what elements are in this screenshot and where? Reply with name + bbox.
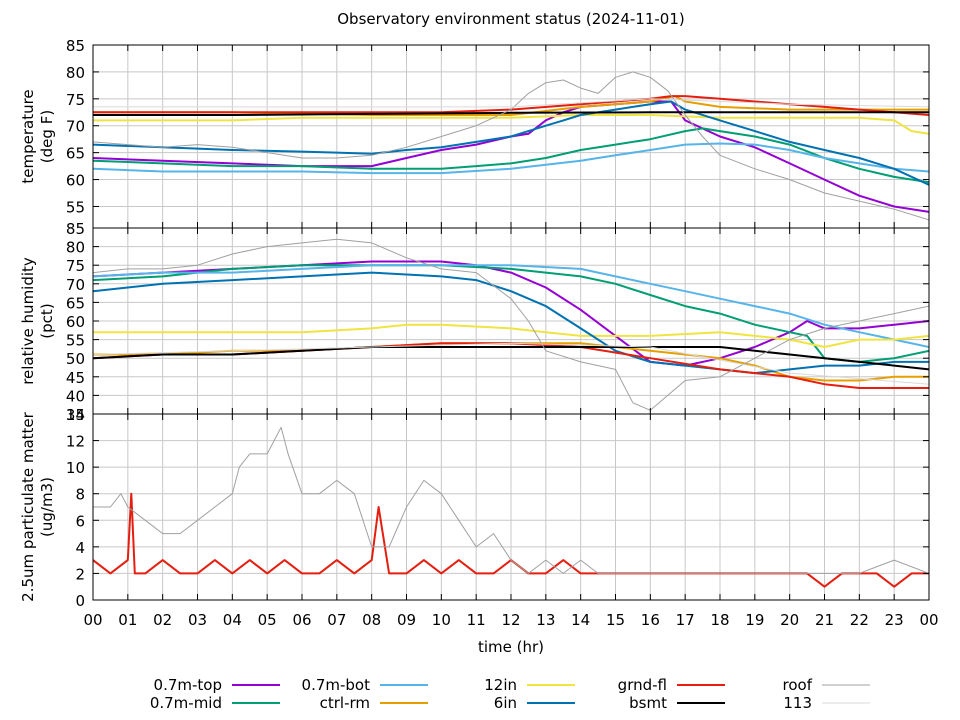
x-tick-label: 22 [850, 611, 869, 629]
x-tick-label: 17 [676, 611, 695, 629]
y-tick-label: 60 [66, 313, 85, 331]
x-tick-label: 06 [292, 611, 311, 629]
legend-label: grnd-fl [618, 676, 667, 694]
legend-label: roof [783, 676, 813, 694]
x-tick-label: 14 [571, 611, 590, 629]
series-line-07m-mid [93, 127, 929, 184]
panel-particulate: 0 2 4 6 8 10 12 14 2.5um particulate matter (ug/m… [19, 406, 930, 610]
y-axis-label: (ug/m3) [38, 477, 56, 537]
chart-title: Observatory environment status (2024-11-… [337, 10, 685, 28]
x-tick-label: 01 [118, 611, 137, 629]
y-tick-label: 60 [66, 172, 85, 190]
x-tick-label: 10 [432, 611, 451, 629]
series-line-roof [93, 426, 929, 574]
panel-temperature: 55 60 65 70 75 80 85 temperature (deg F) [19, 37, 930, 229]
legend-label: 0.7m-bot [302, 676, 371, 694]
legend-label: 113 [783, 694, 812, 712]
series-line-bsmt [93, 346, 929, 371]
y-tick-label: 65 [66, 145, 85, 163]
x-tick-label: 20 [780, 611, 799, 629]
legend-label: 0.7m-top [154, 676, 222, 694]
x-tick-label: 08 [362, 611, 381, 629]
legend-label: 0.7m-mid [150, 694, 222, 712]
y-tick-label: 70 [66, 118, 85, 136]
y-tick-label: 50 [66, 350, 85, 368]
x-tick-label: 00 [83, 611, 102, 629]
y-tick-label: 4 [75, 539, 85, 557]
x-tick-label: 11 [467, 611, 486, 629]
x-tick-label: 12 [501, 611, 520, 629]
x-tick-label: 00 [919, 611, 938, 629]
x-tick-label: 18 [710, 611, 729, 629]
x-tick-label: 04 [223, 611, 242, 629]
series-line-bsmt [93, 111, 929, 116]
series-line-07m-bot [93, 142, 929, 175]
y-tick-label: 55 [66, 332, 85, 350]
series-line-6in [93, 271, 929, 375]
y-tick-label: 10 [66, 459, 85, 477]
legend-label: ctrl-rm [320, 694, 370, 712]
y-tick-label: 35 [66, 406, 85, 424]
series-line-113 [93, 342, 929, 385]
x-tick-label: 09 [397, 611, 416, 629]
y-tick-label: 40 [66, 387, 85, 405]
x-tick-label: 02 [153, 611, 172, 629]
y-axis-label: (pct) [38, 303, 56, 338]
y-tick-label: 2 [75, 565, 85, 583]
x-tick-label: 03 [188, 611, 207, 629]
y-tick-label: 0 [75, 592, 85, 610]
y-tick-label: 8 [75, 486, 85, 504]
legend-label: 12in [484, 676, 517, 694]
x-tick-label: 16 [641, 611, 660, 629]
y-tick-label: 85 [66, 220, 85, 238]
y-tick-label: 70 [66, 276, 85, 294]
y-axis-label: temperature [19, 89, 37, 183]
legend-label: 6in [494, 694, 517, 712]
x-tick-label: 21 [815, 611, 834, 629]
series-line-07m-bot [93, 264, 929, 348]
x-tick-label: 19 [745, 611, 764, 629]
y-tick-label: 55 [66, 198, 85, 216]
series-line-roof [93, 238, 929, 411]
y-axis-label: (deg F) [38, 110, 56, 163]
series-line-6in [93, 100, 929, 186]
x-tick-label: 13 [536, 611, 555, 629]
y-tick-label: 75 [66, 257, 85, 275]
series-line-roof [93, 71, 929, 221]
y-axis-label: relative humidity [19, 257, 37, 385]
y-axis-label: 2.5um particulate matter [19, 411, 37, 601]
legend-label: bsmt [629, 694, 667, 712]
series-line-113 [93, 98, 929, 108]
y-tick-label: 80 [66, 239, 85, 257]
y-tick-label: 12 [66, 433, 85, 451]
x-tick-label: 15 [606, 611, 625, 629]
x-tick-label: 23 [885, 611, 904, 629]
x-tick-label: 07 [327, 611, 346, 629]
x-tick-label: 05 [258, 611, 277, 629]
y-tick-label: 14 [66, 406, 85, 424]
x-axis-label: time (hr) [478, 638, 544, 656]
series-line-12in [93, 114, 929, 135]
y-tick-label: 75 [66, 91, 85, 109]
y-tick-label: 80 [66, 64, 85, 82]
y-tick-label: 6 [75, 512, 85, 530]
series-line-12in [93, 323, 929, 348]
y-tick-label: 65 [66, 294, 85, 312]
series-line-07m-mid [93, 264, 929, 363]
y-tick-label: 85 [66, 37, 85, 55]
y-tick-label: 45 [66, 369, 85, 387]
